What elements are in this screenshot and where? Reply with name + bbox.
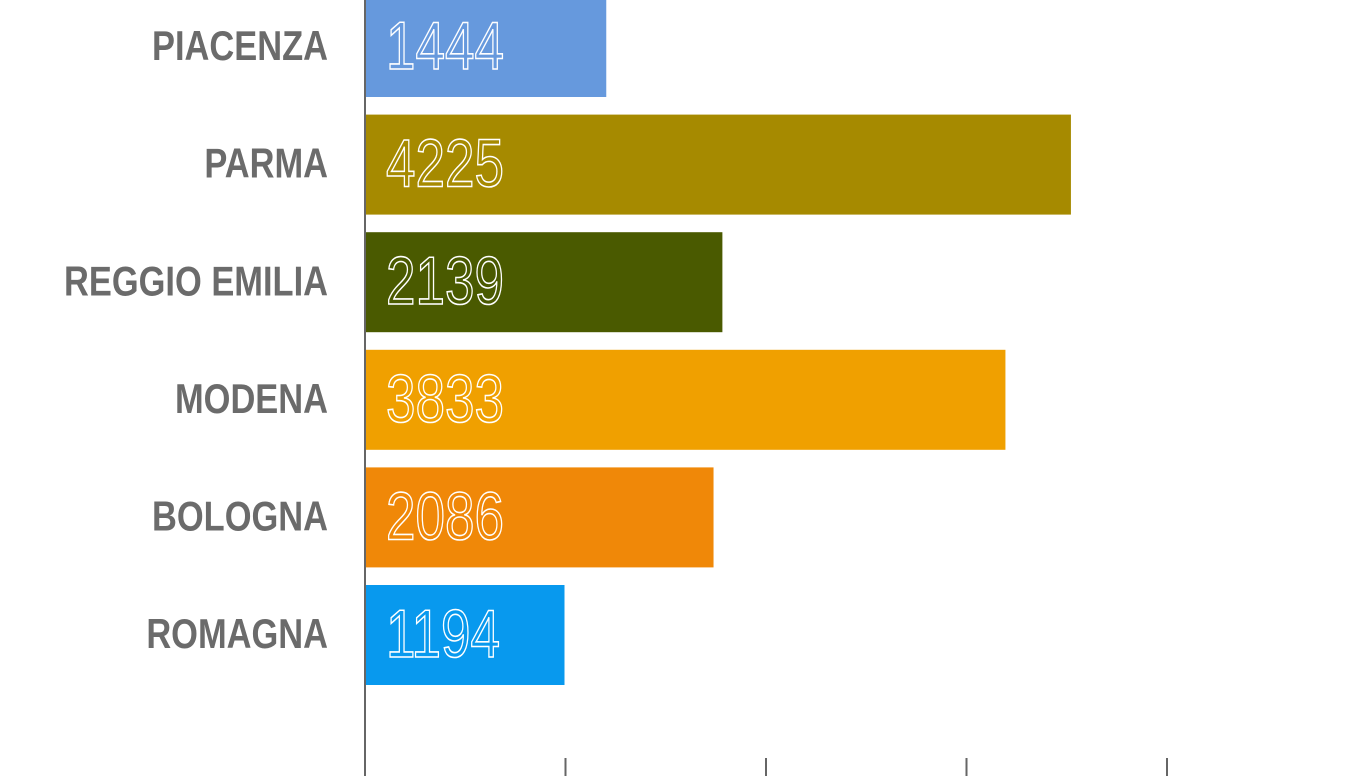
category-label-group: PIACENZA bbox=[152, 23, 328, 70]
value-label: 2139 bbox=[386, 243, 504, 319]
value-label: 2086 bbox=[386, 478, 504, 554]
bar bbox=[365, 0, 607, 97]
value-label: 3833 bbox=[386, 360, 504, 436]
category-label: PARMA bbox=[204, 141, 328, 188]
value-label: 1194 bbox=[386, 596, 500, 672]
category-label-group: ROMAGNA bbox=[146, 611, 328, 658]
value-label-group: 3833 bbox=[385, 360, 504, 437]
value-label: 1444 bbox=[386, 8, 504, 84]
value-label-group: 4225 bbox=[385, 125, 504, 202]
value-label-group: 2139 bbox=[385, 242, 504, 319]
bar bbox=[365, 585, 565, 685]
value-label-group: 1194 bbox=[385, 595, 500, 672]
category-label: REGGIO EMILIA bbox=[64, 258, 328, 305]
bar bbox=[365, 349, 1006, 450]
value-label-group: 2086 bbox=[385, 477, 504, 554]
category-label: BOLOGNA bbox=[152, 493, 328, 540]
category-label: MODENA bbox=[175, 376, 328, 423]
category-label-group: REGGIO EMILIA bbox=[64, 258, 328, 305]
category-label-group: PARMA bbox=[204, 141, 328, 188]
category-label: PIACENZA bbox=[152, 23, 328, 70]
bar bbox=[365, 467, 714, 568]
category-label-group: MODENA bbox=[175, 376, 328, 423]
bar bbox=[365, 114, 1071, 215]
category-label: ROMAGNA bbox=[146, 611, 328, 658]
category-label-group: BOLOGNA bbox=[152, 493, 328, 540]
bar bbox=[365, 232, 723, 333]
value-label-group: 1444 bbox=[385, 7, 504, 84]
value-label: 4225 bbox=[386, 125, 504, 201]
